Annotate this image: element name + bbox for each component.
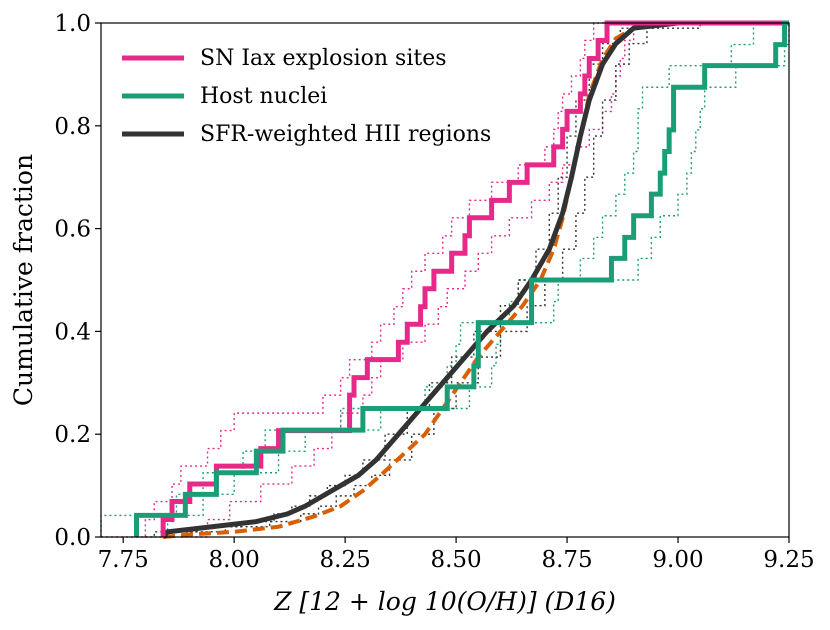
x-tick-label: 9.00 — [652, 547, 703, 573]
y-tick-label: 0.0 — [54, 525, 91, 551]
series-sfr-weighted-hii-regions-lower-bound — [180, 22, 789, 538]
x-axis-label: Z [12 + log 10(O/H)] (D16) — [273, 587, 616, 616]
legend: SN Iax explosion sites Host nuclei SFR-wei… — [122, 46, 491, 147]
legend-label: SN Iax explosion sites — [200, 46, 447, 71]
series-sn-iax-explosion-sites — [160, 20, 789, 537]
series-sn-iax-explosion-sites-lower-bound — [185, 22, 789, 538]
x-tick-label: 8.25 — [320, 547, 371, 573]
x-tick-label: 8.75 — [541, 547, 592, 573]
y-axis-label: Cumulative fraction — [9, 154, 38, 406]
x-tick-label: 7.75 — [98, 547, 149, 573]
y-tick-label: 0.2 — [54, 422, 91, 448]
y-tick-label: 0.4 — [54, 319, 91, 345]
series-layer — [100, 20, 790, 539]
y-tick-label: 0.8 — [54, 114, 91, 140]
legend-label: SFR-weighted HII regions — [200, 122, 491, 147]
series-sn-iax-explosion-sites-upper-bound — [101, 22, 789, 538]
y-tick-label: 0.6 — [54, 217, 91, 243]
x-tick-label: 9.25 — [763, 547, 814, 573]
series-sfr-weighted-hii-regions — [161, 20, 679, 539]
ticks-layer: 7.75 8.00 8.25 8.50 8.75 9.00 9.25 0.0 0.2 0.4 0.6… — [54, 11, 814, 573]
plot-frame — [100, 22, 790, 538]
x-tick-label: 8.00 — [209, 547, 260, 573]
series-host-nuclei — [134, 20, 789, 537]
y-tick-label: 1.0 — [54, 11, 91, 37]
x-tick-label: 8.50 — [430, 547, 481, 573]
legend-label: Host nuclei — [200, 84, 327, 109]
